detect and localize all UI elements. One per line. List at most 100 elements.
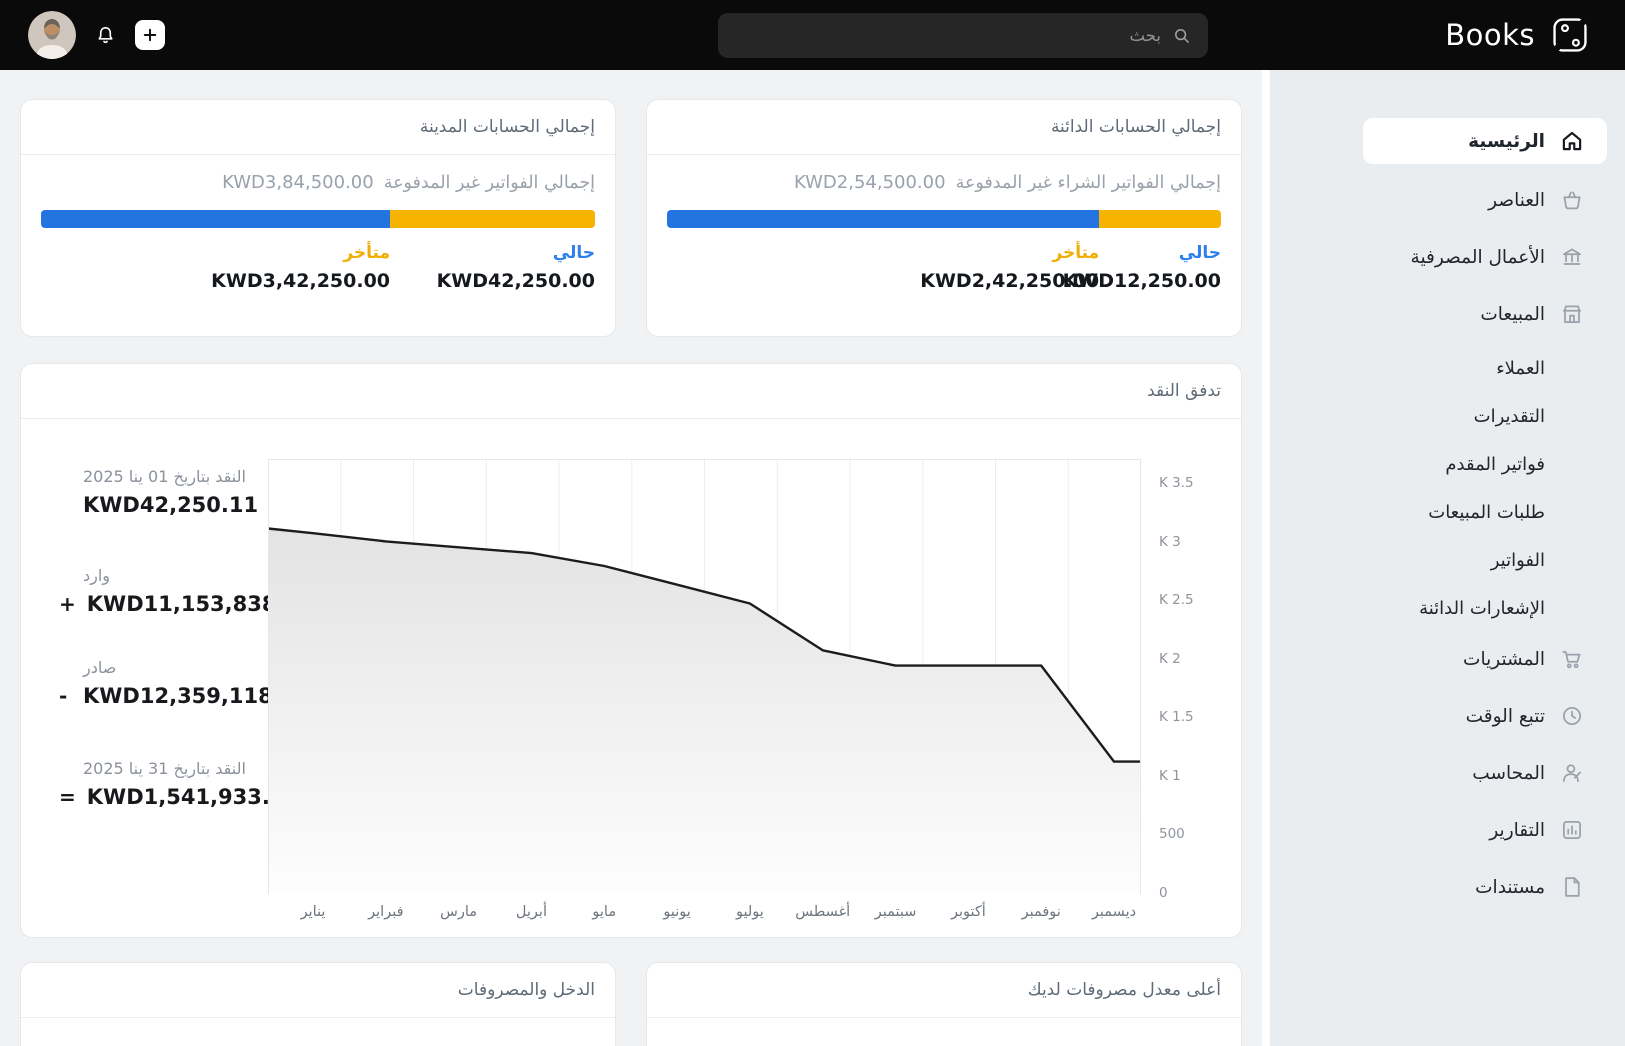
sidebar-item-label: الأعمال المصرفية: [1410, 246, 1545, 268]
sidebar-item-label: المحاسب: [1472, 762, 1545, 784]
topbar-actions: [28, 11, 165, 59]
sidebar-item-label: العناصر: [1488, 189, 1545, 211]
receivables-bar-current: [41, 210, 391, 228]
sidebar-item-2[interactable]: الأعمال المصرفية: [1270, 237, 1625, 277]
x-axis-month-label: يونيو: [663, 904, 691, 920]
x-axis-month-label: يوليو: [736, 904, 764, 920]
sidebar-item-label: الرئيسية: [1468, 130, 1545, 152]
sidebar-item-label: المبيعات: [1480, 303, 1545, 325]
x-axis-month-label: مايو: [592, 904, 617, 920]
payables-current-label: حالي: [1178, 243, 1221, 263]
add-new-button[interactable]: [135, 20, 165, 50]
x-axis-month-label: نوفمبر: [1021, 904, 1061, 920]
home-icon: [1559, 128, 1585, 154]
cashflow-stat-label: صادر: [83, 658, 117, 677]
accountant-icon: [1559, 760, 1585, 786]
cashflow-stat-label: وارد: [83, 566, 111, 585]
cashflow-stat-0: النقد بتاريخ 01 ينا 2025 KWD42,250.11: [59, 467, 258, 517]
sidebar-item-9[interactable]: الإشعارات الدائنة: [1270, 591, 1625, 625]
cashflow-card: تدفق النقد النقد بتاريخ 01 ينا 2025 KWD42…: [20, 363, 1242, 938]
receivables-progress-bar: [41, 210, 595, 228]
sidebar-item-6[interactable]: فواتير المقدم: [1270, 447, 1625, 481]
sidebar-item-1[interactable]: العناصر: [1270, 180, 1625, 220]
user-avatar[interactable]: [28, 11, 76, 59]
y-axis-tick: 0: [1159, 885, 1168, 901]
sidebar-item-5[interactable]: التقديرات: [1270, 399, 1625, 433]
books-logo-icon: [1550, 15, 1590, 55]
payables-current-group: حالي KWD12,250.00: [1063, 243, 1221, 292]
x-axis-month-label: أبريل: [515, 904, 547, 920]
cart-icon: [1559, 646, 1585, 672]
cashflow-stat-label: النقد بتاريخ 31 ينا 2025: [83, 759, 246, 778]
receivables-current-group: حالي KWD42,250.00: [437, 243, 595, 292]
y-axis-tick: K 1.5: [1159, 709, 1194, 726]
payables-overdue-label: متأخر: [1052, 243, 1100, 263]
cashflow-stat-label: النقد بتاريخ 01 ينا 2025: [83, 467, 246, 486]
notifications-bell-icon[interactable]: [94, 24, 117, 47]
sidebar-item-12[interactable]: المحاسب: [1270, 753, 1625, 793]
clock-icon: [1559, 703, 1585, 729]
receivables-subtitle: إجمالي الفواتير غير المدفوعة: [383, 173, 595, 193]
cashflow-chart: النقد بتاريخ 01 ينا 2025 KWD42,250.11 وارد…: [21, 419, 1241, 938]
receivables-overdue-value: KWD3,42,250.00: [211, 270, 391, 292]
sidebar-item-11[interactable]: تتبع الوقت: [1270, 696, 1625, 736]
reports-icon: [1559, 817, 1585, 843]
topbar: Books: [0, 0, 1625, 70]
documents-icon: [1559, 874, 1585, 900]
sidebar-item-label: التقارير: [1489, 819, 1545, 841]
receivables-current-value: KWD42,250.00: [436, 270, 595, 292]
sidebar-item-10[interactable]: المشتريات: [1270, 639, 1625, 679]
top-expenses-card: أعلى معدل مصروفات لديك: [646, 962, 1242, 1046]
y-axis-tick: K 2.5: [1159, 592, 1194, 609]
payables-card: إجمالي الحسابات الدائنة إجمالي الفواتير …: [646, 99, 1242, 337]
receivables-card-title: إجمالي الحسابات المدينة: [419, 117, 595, 137]
brand: Books: [1445, 15, 1590, 55]
payables-progress-bar: [667, 210, 1221, 228]
sidebar-item-3[interactable]: المبيعات: [1270, 294, 1625, 334]
cashflow-stat-amount: KWD1,541,933.67: [86, 785, 300, 809]
cashflow-card-title: تدفق النقد: [1147, 381, 1221, 401]
bank-icon: [1559, 244, 1585, 270]
x-axis-month-label: أكتوبر: [950, 904, 986, 920]
payables-bar-current: [667, 210, 1100, 228]
basket-icon: [1559, 187, 1585, 213]
y-axis-tick: K 2: [1159, 650, 1181, 667]
payables-total-amount: KWD2,54,500.00: [793, 172, 946, 193]
cashflow-stat-sign: +: [59, 592, 76, 616]
receivables-current-label: حالي: [552, 243, 595, 263]
top-expenses-card-title: أعلى معدل مصروفات لديك: [1027, 980, 1221, 1000]
sidebar-item-4[interactable]: العملاء: [1270, 351, 1625, 385]
search-box[interactable]: [718, 13, 1208, 58]
x-axis-month-label: ديسمبر: [1091, 904, 1137, 920]
receivables-card: إجمالي الحسابات المدينة إجمالي الفواتير …: [20, 99, 616, 337]
payables-overdue-value: KWD2,42,250.00: [920, 270, 1100, 292]
cashflow-stat-amount: KWD42,250.11: [83, 493, 259, 517]
main-scrollbar-track[interactable]: [1262, 70, 1270, 1046]
x-axis-month-label: سبتمبر: [874, 904, 917, 920]
sidebar-item-8[interactable]: الفواتير: [1270, 543, 1625, 577]
sidebar-item-label: المشتريات: [1463, 648, 1545, 670]
receivables-total-amount: KWD3,84,500.00: [222, 172, 374, 193]
y-axis-tick: 500: [1159, 826, 1185, 843]
payables-current-value: KWD12,250.00: [1062, 270, 1221, 292]
sidebar-item-7[interactable]: طلبات المبيعات: [1270, 495, 1625, 529]
search-icon: [1171, 25, 1192, 46]
sidebar-item-0[interactable]: الرئيسية: [1363, 118, 1607, 164]
sidebar-item-label: التقديرات: [1473, 405, 1545, 427]
cashflow-stat-sign: =: [59, 785, 76, 809]
sidebar-item-14[interactable]: مستندات: [1270, 867, 1625, 907]
cashflow-stat-3: النقد بتاريخ 31 ينا 2025 = KWD1,541,933.67: [59, 759, 299, 809]
income-expense-card: الدخل والمصروفات: [20, 962, 616, 1046]
x-axis-month-label: يناير: [300, 904, 326, 920]
x-axis-month-label: مارس: [440, 904, 478, 920]
income-expense-card-title: الدخل والمصروفات: [457, 980, 595, 1000]
x-axis-month-label: أغسطس: [795, 904, 851, 920]
sidebar-item-label: الإشعارات الدائنة: [1419, 597, 1545, 619]
search-input[interactable]: [734, 26, 1161, 45]
sidebar-item-label: فواتير المقدم: [1445, 453, 1545, 475]
x-axis-month-label: فبراير: [368, 904, 404, 920]
sidebar-item-label: الفواتير: [1490, 549, 1545, 571]
sidebar-item-label: تتبع الوقت: [1465, 705, 1545, 727]
sidebar-item-13[interactable]: التقارير: [1270, 810, 1625, 850]
payables-card-title: إجمالي الحسابات الدائنة: [1050, 117, 1221, 137]
